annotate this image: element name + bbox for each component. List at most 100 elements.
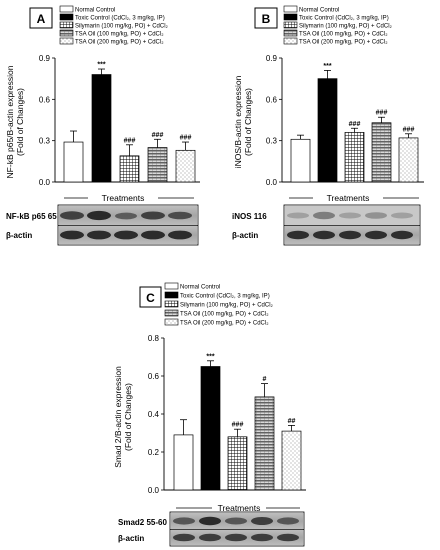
panel-a-xaxis-label: Treatments bbox=[64, 193, 194, 203]
panel-c-western-blot: Smad2 55-60 β-actin bbox=[118, 511, 305, 547]
panel-b-letter-box bbox=[254, 7, 278, 29]
blot-bands bbox=[287, 230, 413, 240]
legend-label: Normal Control bbox=[180, 285, 220, 291]
legend-swatch bbox=[164, 300, 179, 308]
y-tick-label: 0.0 bbox=[148, 486, 160, 495]
bar bbox=[254, 396, 275, 491]
blot-label: β-actin bbox=[118, 534, 144, 543]
legend-label: Toxic Control (CdCl₂, 3 mg/kg, IP) bbox=[299, 16, 389, 22]
legend-label: Silymarin (100 mg/kg, PO) + CdCl₂ bbox=[180, 303, 274, 309]
svg-text:(Fold of Changes): (Fold of Changes) bbox=[15, 88, 25, 156]
significance-label: ### bbox=[349, 121, 361, 128]
panel-c-xlabel: Treatments bbox=[218, 503, 261, 513]
significance-label: *** bbox=[97, 62, 105, 69]
bar bbox=[317, 78, 338, 183]
svg-text:(Fold of Changes): (Fold of Changes) bbox=[243, 88, 253, 156]
panel-b-letter: B bbox=[262, 12, 271, 26]
blot-bands bbox=[287, 211, 413, 220]
y-tick-label: 0.6 bbox=[39, 95, 51, 104]
bar bbox=[344, 132, 365, 183]
significance-label: ### bbox=[152, 132, 164, 139]
legend-swatch bbox=[283, 5, 298, 13]
y-tick-label: 0.9 bbox=[266, 54, 278, 63]
bar bbox=[147, 147, 168, 183]
panel-a-letter-box bbox=[29, 7, 53, 29]
panel-b: B Normal Control Toxic Control (CdCl₂, 3… bbox=[232, 5, 424, 246]
bar bbox=[200, 366, 221, 491]
significance-label: ### bbox=[232, 422, 244, 429]
y-tick-label: 0.6 bbox=[148, 372, 160, 381]
significance-label: # bbox=[263, 376, 267, 383]
y-tick-label: 0.0 bbox=[266, 178, 278, 187]
blot-label: Smad2 55-60 bbox=[118, 518, 167, 527]
legend-swatch bbox=[59, 21, 74, 29]
significance-label: ### bbox=[124, 137, 136, 144]
legend-label: Silymarin (100 mg/kg, PO) + CdCl₂ bbox=[75, 24, 169, 30]
y-tick-label: 0.3 bbox=[39, 137, 51, 146]
svg-text:NF-kB p65/B-actin expression: NF-kB p65/B-actin expression bbox=[5, 65, 15, 178]
legend-swatch bbox=[59, 37, 74, 45]
legend-swatch bbox=[283, 37, 298, 45]
panel-c-ylabel: Smad 2/B-actin expression (Fold of Chang… bbox=[113, 366, 133, 468]
bar bbox=[290, 138, 311, 183]
panel-c-plot: 0.00.20.40.60.8***###### bbox=[148, 334, 306, 495]
legend-label: Normal Control bbox=[299, 8, 339, 14]
legend-swatch bbox=[164, 318, 179, 326]
y-tick-label: 0.9 bbox=[39, 54, 51, 63]
bar bbox=[173, 434, 194, 491]
legend-label: Toxic Control (CdCl₂, 3 mg/kg, IP) bbox=[75, 16, 165, 22]
y-tick-label: 0.0 bbox=[39, 178, 51, 187]
legend-swatch bbox=[59, 29, 74, 37]
bar bbox=[227, 436, 248, 491]
y-tick-label: 0.8 bbox=[148, 334, 160, 343]
svg-text:(Fold of Changes): (Fold of Changes) bbox=[123, 383, 133, 451]
panel-a-plot: 0.0 0.3 0.6 0.9 *** ### ### ### bbox=[39, 54, 200, 187]
legend-label: TSA Oil (200 mg/kg, PO) + CdCl₂ bbox=[299, 40, 388, 46]
panel-a-ylabel: NF-kB p65/B-actin expression (Fold of Ch… bbox=[5, 65, 25, 178]
panel-a-letter: A bbox=[37, 12, 46, 26]
panel-a: A Normal Control Toxic Control (CdCl₂, 3… bbox=[5, 5, 200, 246]
bar bbox=[398, 137, 419, 183]
bar bbox=[119, 155, 140, 183]
blot-label: iNOS 116 bbox=[232, 212, 267, 221]
panel-a-xlabel: Treatments bbox=[102, 193, 145, 203]
significance-label: ### bbox=[376, 110, 388, 117]
bar bbox=[175, 149, 196, 183]
y-tick-label: 0.4 bbox=[148, 410, 160, 419]
significance-label: *** bbox=[323, 63, 331, 70]
panel-b-xaxis-label: Treatments bbox=[289, 193, 419, 203]
panel-c-letter-box bbox=[139, 286, 162, 308]
legend-swatch bbox=[164, 309, 179, 317]
bar bbox=[281, 430, 302, 491]
blot-bands bbox=[60, 230, 192, 240]
blot-label: β-actin bbox=[6, 231, 32, 240]
legend-label: TSA Oil (200 mg/kg, PO) + CdCl₂ bbox=[75, 40, 164, 46]
legend-label: TSA Oil (100 mg/kg, PO) + CdCl₂ bbox=[75, 32, 164, 38]
blot-bands bbox=[173, 533, 299, 542]
legend-label: Silymarin (100 mg/kg, PO) + CdCl₂ bbox=[299, 24, 393, 30]
legend-swatch bbox=[164, 291, 179, 299]
panel-a-western-blot: NF-kB p65 65 β-actin bbox=[6, 204, 199, 246]
legend-swatch bbox=[283, 13, 298, 21]
significance-label: *** bbox=[206, 353, 214, 360]
panel-c-letter: C bbox=[146, 291, 155, 305]
legend-label: Toxic Control (CdCl₂, 3 mg/kg, IP) bbox=[180, 294, 270, 300]
legend-label: Normal Control bbox=[75, 8, 115, 14]
svg-text:Smad 2/B-actin expression: Smad 2/B-actin expression bbox=[113, 366, 123, 468]
y-tick-label: 0.2 bbox=[148, 448, 160, 457]
panel-b-xlabel: Treatments bbox=[327, 193, 370, 203]
significance-label: ## bbox=[288, 418, 296, 425]
bar bbox=[63, 141, 84, 183]
panel-b-legend: Normal Control Toxic Control (CdCl₂, 3 m… bbox=[283, 5, 393, 46]
blot-bands bbox=[60, 210, 192, 221]
legend-label: TSA Oil (200 mg/kg, PO) + CdCl₂ bbox=[180, 321, 269, 327]
blot-label: β-actin bbox=[232, 231, 258, 240]
legend-swatch bbox=[59, 13, 74, 21]
blot-label: NF-kB p65 65 bbox=[6, 212, 57, 221]
panel-c-xaxis-label: Treatments bbox=[176, 503, 300, 513]
bar bbox=[91, 74, 112, 183]
panel-b-plot: 0.0 0.3 0.6 0.9 *** ### ### ### bbox=[266, 54, 424, 187]
svg-text:iNOS/B-actin expression: iNOS/B-actin expression bbox=[233, 75, 243, 168]
significance-label: ### bbox=[403, 126, 415, 133]
